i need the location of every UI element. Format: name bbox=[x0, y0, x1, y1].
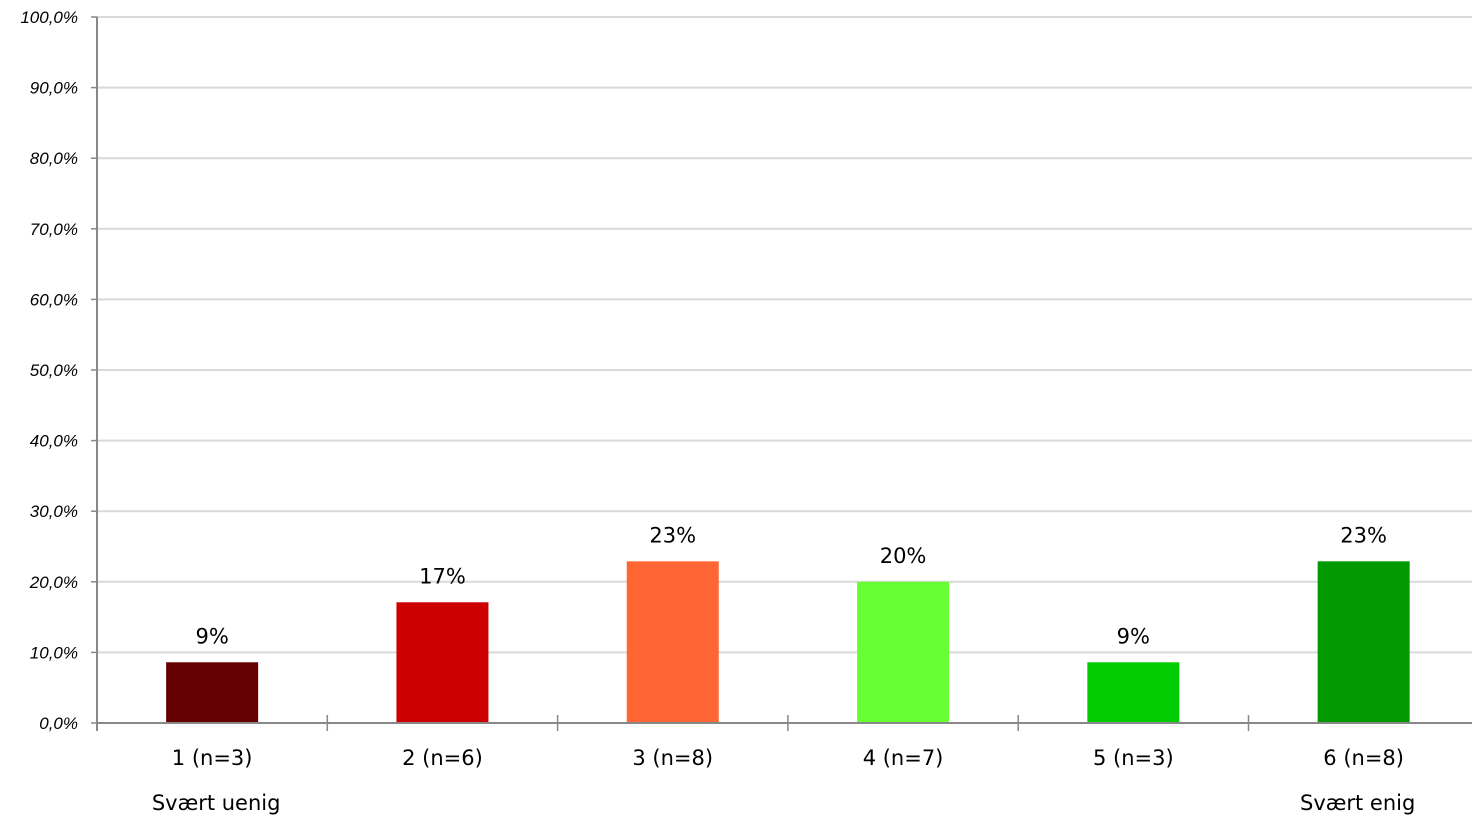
x-tick-label: 6 (n=8) bbox=[1323, 746, 1404, 770]
bars: 9% 17% 23% 20% 9% 23% bbox=[166, 523, 1410, 723]
y-tick-label: 0,0% bbox=[39, 714, 78, 733]
y-tick-label: 10,0% bbox=[30, 643, 78, 662]
y-tick-label: 60,0% bbox=[30, 290, 78, 309]
gridlines bbox=[97, 16, 1472, 654]
y-tick-label: 20,0% bbox=[29, 573, 78, 592]
y-axis: 0,0% 10,0% 20,0% 30,0% 40,0% 50,0% 60,0% 70,0% 8… bbox=[20, 8, 98, 733]
x-axis: 1 (n=3) 2 (n=6) 3 (n=8) 4 (n=7) 5 (n=3) 6 (n=… bbox=[96, 715, 1472, 770]
scale-anchor-left: Svært uenig bbox=[152, 791, 281, 815]
bar bbox=[857, 581, 950, 723]
bar bbox=[626, 561, 719, 723]
y-tick-label: 90,0% bbox=[30, 79, 78, 98]
data-label: 9% bbox=[195, 624, 228, 648]
bar bbox=[1087, 662, 1180, 723]
x-tick-label: 1 (n=3) bbox=[172, 746, 253, 770]
y-tick-label: 30,0% bbox=[30, 502, 78, 521]
bar bbox=[396, 602, 489, 723]
y-tick-label: 100,0% bbox=[20, 8, 78, 27]
data-label: 20% bbox=[880, 544, 927, 568]
data-label: 9% bbox=[1117, 624, 1150, 648]
x-tick-label: 4 (n=7) bbox=[863, 746, 944, 770]
x-tick-label: 2 (n=6) bbox=[402, 746, 483, 770]
x-tick-label: 3 (n=8) bbox=[632, 746, 713, 770]
bar bbox=[1317, 561, 1410, 723]
y-tick-label: 40,0% bbox=[30, 432, 78, 451]
y-tick-label: 50,0% bbox=[30, 361, 78, 380]
scale-anchor-right: Svært enig bbox=[1300, 791, 1415, 815]
data-label: 23% bbox=[649, 523, 696, 547]
x-tick-label: 5 (n=3) bbox=[1093, 746, 1174, 770]
bar bbox=[166, 662, 259, 723]
y-tick-label: 70,0% bbox=[30, 220, 78, 239]
data-label: 23% bbox=[1340, 523, 1387, 547]
y-tick-label: 80,0% bbox=[30, 149, 78, 168]
data-label: 17% bbox=[419, 564, 466, 588]
